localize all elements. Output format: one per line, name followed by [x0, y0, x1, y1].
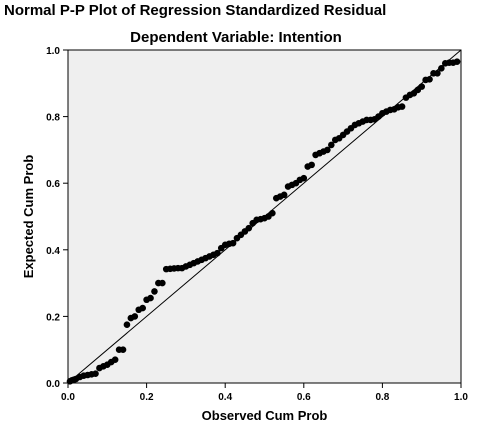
data-point: [269, 209, 276, 217]
data-point: [398, 103, 406, 110]
data-point: [214, 249, 221, 257]
y-tick-label: 1.0: [46, 46, 60, 57]
x-tick-label: 0.6: [297, 392, 311, 403]
data-point: [434, 70, 441, 77]
y-axis-title: Expected Cum Prob: [21, 155, 36, 279]
x-axis: 0.0 0.2 0.4 0.6 0.8 1.0: [61, 383, 468, 403]
x-tick-label: 0.0: [61, 392, 75, 403]
chart-subtitle: Dependent Variable: Intention: [130, 29, 342, 46]
x-axis-title: Observed Cum Prob: [202, 408, 328, 423]
y-tick-label: 0.4: [46, 246, 60, 257]
data-point: [426, 76, 433, 83]
data-point: [438, 65, 445, 72]
chart-title: Normal P-P Plot of Regression Standardiz…: [4, 2, 387, 19]
data-point: [453, 58, 461, 65]
data-point: [111, 356, 119, 363]
data-point: [280, 191, 288, 199]
data-point: [92, 370, 99, 377]
data-point: [324, 146, 331, 154]
y-tick-label: 0.8: [46, 113, 60, 124]
x-tick-label: 0.2: [140, 392, 154, 403]
data-point: [229, 239, 237, 247]
points-group: [66, 58, 461, 385]
data-point: [151, 288, 158, 295]
data-point: [308, 161, 315, 169]
data-point: [123, 321, 131, 329]
data-point: [159, 279, 166, 287]
y-tick-label: 0.0: [46, 379, 60, 390]
data-point: [139, 304, 146, 312]
y-tick-label: 0.6: [46, 179, 60, 190]
y-tick-label: 0.2: [46, 312, 60, 323]
x-tick-label: 1.0: [454, 392, 468, 403]
data-point: [418, 83, 426, 90]
data-point: [245, 224, 253, 232]
data-point: [147, 294, 154, 302]
data-point: [328, 141, 335, 149]
data-point: [131, 313, 139, 320]
y-axis: 0.0 0.2 0.4 0.6 0.8 1.0: [46, 46, 68, 390]
x-tick-label: 0.4: [218, 392, 232, 403]
x-tick-label: 0.8: [375, 392, 389, 403]
data-point: [300, 174, 308, 182]
data-point: [119, 346, 127, 354]
